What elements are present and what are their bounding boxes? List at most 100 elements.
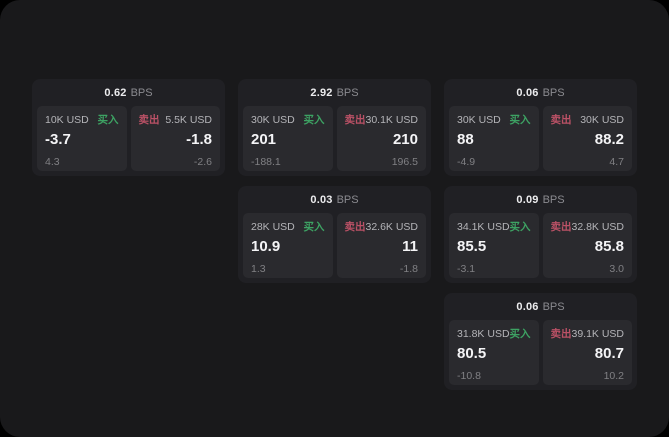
bps-value: 0.03 (310, 193, 333, 206)
sell-price: 88.2 (594, 131, 624, 148)
buy-price: 10.9 (251, 238, 281, 255)
sell-panel-top: 卖出 32.6K USD (345, 221, 419, 233)
buy-panel-top: 34.1K USD 买入 (457, 221, 531, 233)
sell-price: 85.8 (594, 238, 624, 255)
buy-tag: 买入 (509, 114, 531, 126)
card-header: 0.06 BPS (449, 79, 632, 106)
buy-panel[interactable]: 28K USD 买入 10.9 1.3 (243, 213, 333, 278)
quote-panels: 10K USD 买入 -3.7 4.3 卖出 5.5K USD -1.8 -2.… (37, 106, 220, 171)
buy-amount-label: 10K USD (45, 114, 89, 126)
quote-panels: 30K USD 买入 201 -188.1 卖出 30.1K USD 210 1… (243, 106, 426, 171)
buy-tag: 买入 (509, 221, 531, 233)
buy-panel[interactable]: 34.1K USD 买入 85.5 -3.1 (449, 213, 539, 278)
bps-value: 0.06 (516, 300, 539, 313)
sell-panel[interactable]: 卖出 32.6K USD 11 -1.8 (336, 213, 426, 278)
sell-panel-top: 卖出 5.5K USD (139, 114, 213, 126)
sell-amount-label: 32.6K USD (365, 221, 419, 233)
buy-amount-label: 28K USD (251, 221, 295, 233)
buy-amount-label: 30K USD (457, 114, 501, 126)
buy-price: 80.5 (457, 345, 487, 362)
sell-panel[interactable]: 卖出 32.8K USD 85.8 3.0 (542, 213, 632, 278)
quote-card: 0.06 BPS 30K USD 买入 88 -4.9 卖出 30K USD 8… (444, 79, 637, 176)
bps-value: 0.06 (516, 86, 539, 99)
sell-tag: 卖出 (138, 114, 160, 126)
sell-sub-value: -2.6 (193, 156, 212, 168)
buy-sub-value: 1.3 (251, 263, 266, 275)
quote-card: 2.92 BPS 30K USD 买入 201 -188.1 卖出 30.1K … (238, 79, 431, 176)
sell-sub-value: 10.2 (603, 370, 624, 382)
sell-panel[interactable]: 卖出 39.1K USD 80.7 10.2 (542, 320, 632, 385)
quote-card: 0.06 BPS 31.8K USD 买入 80.5 -10.8 卖出 39.1… (444, 293, 637, 390)
buy-panel-top: 31.8K USD 买入 (457, 328, 531, 340)
bps-value: 2.92 (310, 86, 333, 99)
sell-panel[interactable]: 卖出 5.5K USD -1.8 -2.6 (130, 106, 220, 171)
sell-sub-value: 196.5 (391, 156, 418, 168)
buy-amount-label: 30K USD (251, 114, 295, 126)
sell-tag: 卖出 (344, 221, 366, 233)
bps-unit-label: BPS (336, 86, 359, 99)
buy-sub-value: 4.3 (45, 156, 60, 168)
quote-panels: 34.1K USD 买入 85.5 -3.1 卖出 32.8K USD 85.8… (449, 213, 632, 278)
sell-tag: 卖出 (550, 221, 572, 233)
bps-unit-label: BPS (542, 193, 565, 206)
buy-panel-top: 30K USD 买入 (251, 114, 325, 126)
card-header: 0.62 BPS (37, 79, 220, 106)
bps-value: 0.09 (516, 193, 539, 206)
buy-sub-value: -4.9 (457, 156, 476, 168)
quote-card: 0.09 BPS 34.1K USD 买入 85.5 -3.1 卖出 32.8K… (444, 186, 637, 283)
buy-price: 88 (457, 131, 474, 148)
buy-panel[interactable]: 30K USD 买入 201 -188.1 (243, 106, 333, 171)
sell-tag: 卖出 (550, 114, 572, 126)
sell-amount-label: 39.1K USD (571, 328, 625, 340)
buy-tag: 买入 (509, 328, 531, 340)
buy-tag: 买入 (303, 221, 325, 233)
sell-price: -1.8 (186, 131, 212, 148)
card-header: 0.09 BPS (449, 186, 632, 213)
sell-amount-label: 32.8K USD (571, 221, 625, 233)
sell-tag: 卖出 (550, 328, 572, 340)
card-header: 2.92 BPS (243, 79, 426, 106)
buy-sub-value: -10.8 (457, 370, 481, 382)
buy-sub-value: -3.1 (457, 263, 476, 275)
sell-amount-label: 5.5K USD (165, 114, 212, 126)
quote-card: 0.03 BPS 28K USD 买入 10.9 1.3 卖出 32.6K US… (238, 186, 431, 283)
bps-unit-label: BPS (130, 86, 153, 99)
card-header: 0.06 BPS (449, 293, 632, 320)
buy-tag: 买入 (303, 114, 325, 126)
sell-panel-top: 卖出 32.8K USD (551, 221, 625, 233)
sell-tag: 卖出 (344, 114, 366, 126)
buy-price: -3.7 (45, 131, 71, 148)
sell-amount-label: 30.1K USD (365, 114, 419, 126)
sell-sub-value: 3.0 (609, 263, 624, 275)
buy-panel-top: 10K USD 买入 (45, 114, 119, 126)
buy-panel-top: 30K USD 买入 (457, 114, 531, 126)
quote-panels: 28K USD 买入 10.9 1.3 卖出 32.6K USD 11 -1.8 (243, 213, 426, 278)
sell-price: 210 (392, 131, 418, 148)
buy-panel[interactable]: 10K USD 买入 -3.7 4.3 (37, 106, 127, 171)
buy-panel[interactable]: 31.8K USD 买入 80.5 -10.8 (449, 320, 539, 385)
bps-value: 0.62 (104, 86, 127, 99)
sell-price: 80.7 (594, 345, 624, 362)
buy-price: 85.5 (457, 238, 487, 255)
buy-tag: 买入 (97, 114, 119, 126)
sell-panel-top: 卖出 30K USD (551, 114, 625, 126)
buy-amount-label: 34.1K USD (457, 221, 510, 233)
sell-amount-label: 30K USD (580, 114, 624, 126)
sell-sub-value: 4.7 (609, 156, 624, 168)
quote-panels: 30K USD 买入 88 -4.9 卖出 30K USD 88.2 4.7 (449, 106, 632, 171)
sell-panel-top: 卖出 30.1K USD (345, 114, 419, 126)
card-header: 0.03 BPS (243, 186, 426, 213)
sell-panel[interactable]: 卖出 30K USD 88.2 4.7 (542, 106, 632, 171)
buy-panel[interactable]: 30K USD 买入 88 -4.9 (449, 106, 539, 171)
sell-panel[interactable]: 卖出 30.1K USD 210 196.5 (336, 106, 426, 171)
sell-panel-top: 卖出 39.1K USD (551, 328, 625, 340)
buy-amount-label: 31.8K USD (457, 328, 510, 340)
quote-panels: 31.8K USD 买入 80.5 -10.8 卖出 39.1K USD 80.… (449, 320, 632, 385)
buy-price: 201 (251, 131, 277, 148)
buy-panel-top: 28K USD 买入 (251, 221, 325, 233)
bps-unit-label: BPS (542, 300, 565, 313)
buy-sub-value: -188.1 (251, 156, 281, 168)
sell-price: 11 (402, 238, 418, 255)
quotes-grid: 0.62 BPS 10K USD 买入 -3.7 4.3 卖出 5.5K USD… (32, 79, 637, 390)
quote-card: 0.62 BPS 10K USD 买入 -3.7 4.3 卖出 5.5K USD… (32, 79, 225, 176)
